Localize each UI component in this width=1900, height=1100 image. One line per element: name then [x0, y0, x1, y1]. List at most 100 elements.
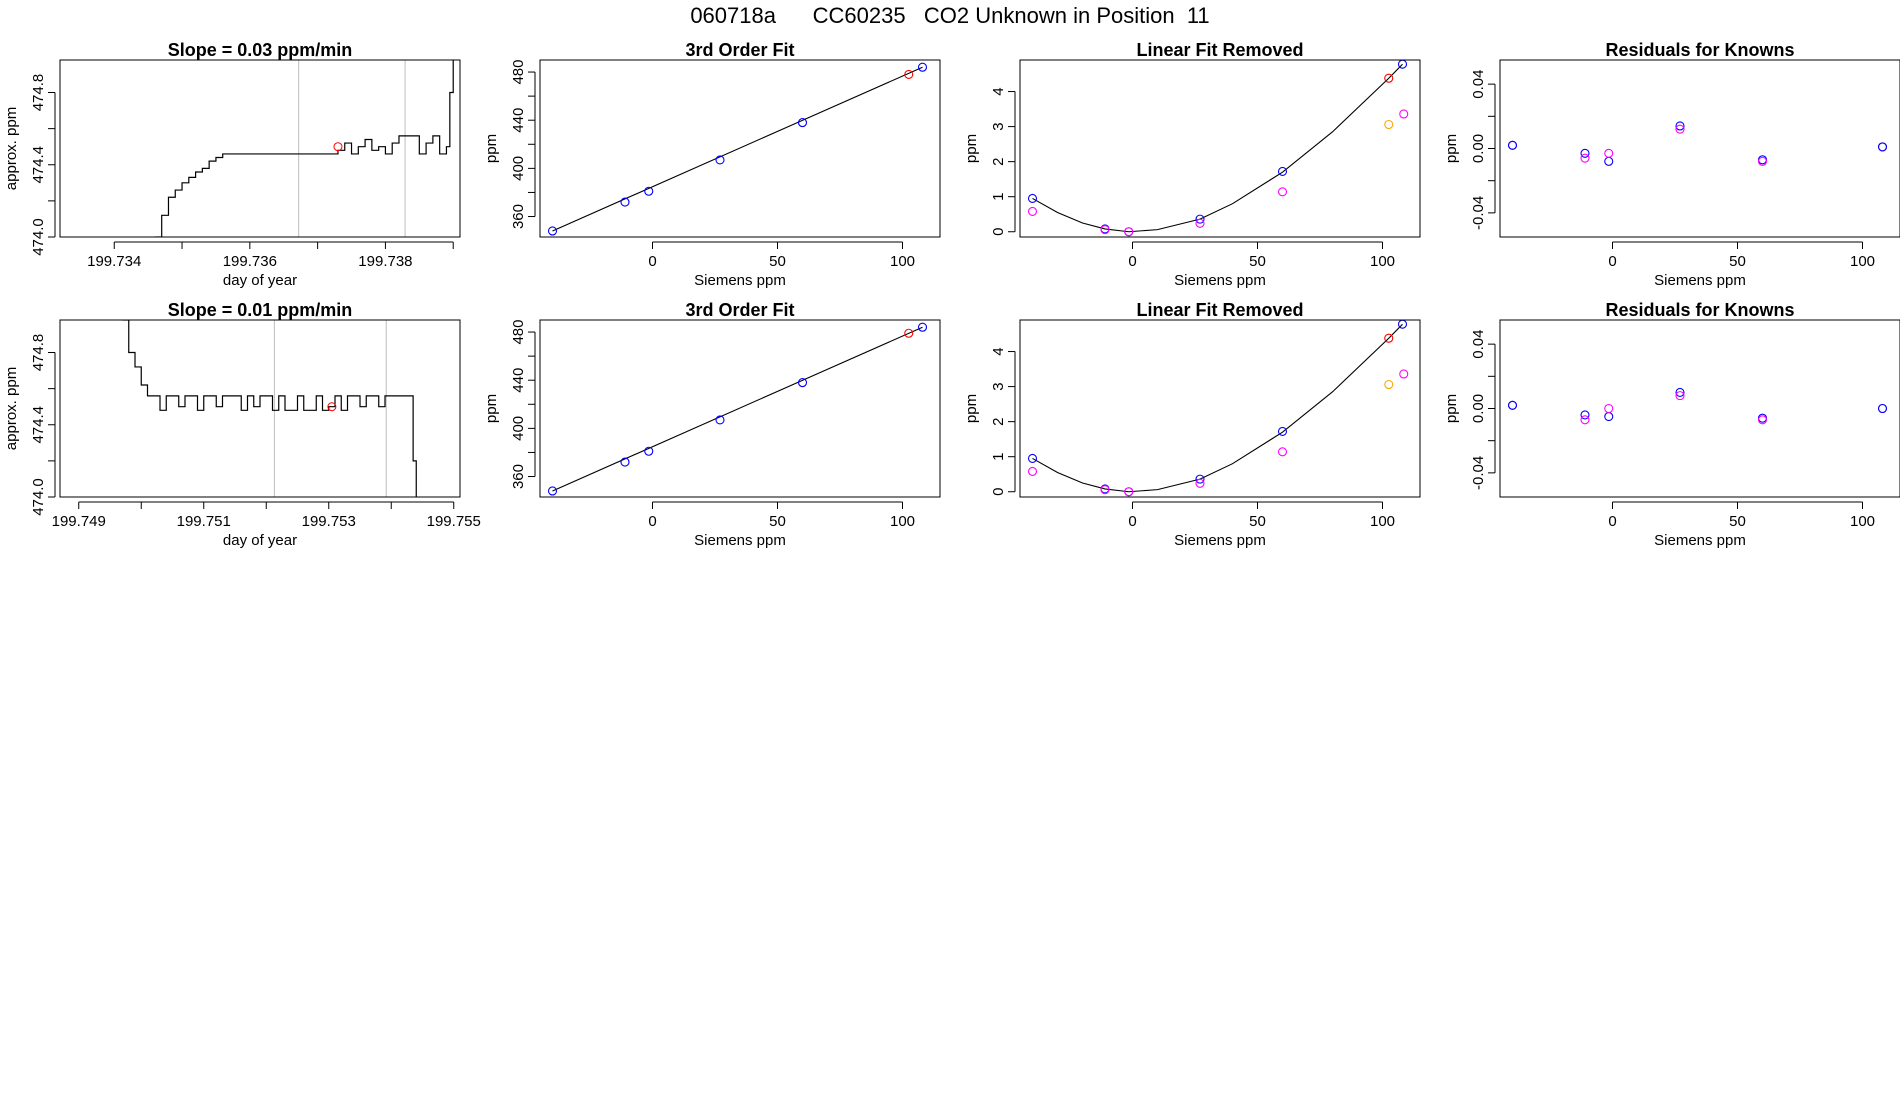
y-tick-label: 2	[990, 417, 1007, 425]
data-point	[1027, 453, 1038, 463]
data-point	[797, 118, 808, 128]
x-axis-label: day of year	[223, 532, 297, 549]
data-point	[1580, 148, 1590, 158]
panel-row1-col3: Linear Fit Removed 0 50 100 Siemens ppm 0 1 2 3 4…	[963, 40, 1421, 289]
panel-row2-col1: Slope = 0.01 ppm/min 199.749 199.751 199.75…	[3, 300, 481, 549]
y-tick-label: 1	[990, 193, 1007, 201]
x-tick-label: 100	[890, 253, 915, 270]
panel-title: Linear Fit Removed	[1136, 40, 1303, 60]
fit-curve	[1032, 323, 1403, 493]
plot-area	[1027, 60, 1409, 237]
highlight-point	[333, 142, 343, 152]
x-tick-label: 0	[648, 513, 656, 530]
y-tick-label: 474.0	[30, 478, 47, 516]
y-axis-label: ppm	[963, 394, 980, 423]
x-tick-label: 100	[890, 513, 915, 530]
x-axis-label: Siemens ppm	[1174, 532, 1266, 549]
x-tick-label: 0	[648, 253, 656, 270]
y-tick-label: 0.04	[1470, 330, 1487, 359]
y-axis-label: ppm	[483, 394, 500, 423]
data-point	[1384, 333, 1394, 343]
data-point	[547, 486, 558, 496]
data-point	[1580, 415, 1590, 425]
plot-frame	[1019, 319, 1421, 498]
data-point	[1507, 400, 1518, 410]
panel-row2-col3: Linear Fit Removed 0 50 100 Siemens ppm 0 1 2 3 4…	[963, 300, 1421, 549]
plot-area	[154, 60, 454, 237]
x-tick-label: 199.751	[177, 513, 231, 530]
y-tick-label: 1	[990, 453, 1007, 461]
panel-title: Residuals for Knowns	[1605, 40, 1794, 60]
data-point	[1604, 148, 1614, 158]
x-tick-label: 50	[1729, 513, 1746, 530]
panel-row1-col2: 3rd Order Fit 0 50 100 Siemens ppm 360 400 440 4…	[483, 40, 941, 289]
plot-area	[1507, 387, 1888, 425]
x-tick-label: 199.734	[87, 253, 141, 270]
plot-area	[547, 62, 928, 236]
data-point	[1027, 193, 1038, 203]
x-tick-label: 199.753	[302, 513, 356, 530]
data-point	[1384, 379, 1394, 390]
x-axis-label: Siemens ppm	[1174, 272, 1266, 289]
data-point	[1195, 478, 1205, 488]
x-axis-label: Siemens ppm	[1654, 532, 1746, 549]
panel-title: Slope = 0.01 ppm/min	[168, 300, 353, 320]
data-point	[1100, 225, 1110, 235]
data-point	[620, 457, 630, 467]
plot-area	[1507, 121, 1888, 166]
y-tick-label: 480	[510, 60, 527, 85]
fit-curve	[1032, 63, 1403, 233]
x-tick-label: 199.738	[358, 253, 412, 270]
data-point	[1580, 153, 1590, 163]
y-tick-label: 400	[510, 156, 527, 181]
data-point	[715, 415, 725, 425]
data-point	[1384, 119, 1394, 130]
y-axis-label: approx. ppm	[3, 107, 20, 190]
plot-frame	[59, 59, 461, 238]
data-point	[715, 155, 725, 165]
data-point	[917, 62, 928, 72]
data-point	[1580, 410, 1590, 420]
data-point	[917, 322, 928, 332]
y-tick-label: 0.04	[1470, 70, 1487, 99]
data-point	[547, 226, 558, 236]
y-axis-label: ppm	[483, 134, 500, 163]
page-title: 060718a CC60235 CO2 Unknown in Position …	[690, 3, 1210, 28]
y-tick-label: 360	[510, 464, 527, 489]
y-tick-label: 474.4	[30, 406, 47, 444]
series-line	[122, 320, 417, 497]
data-point	[1277, 426, 1288, 437]
data-point	[1604, 411, 1614, 422]
y-tick-label: 474.0	[30, 218, 47, 256]
x-tick-label: 100	[1850, 513, 1875, 530]
x-tick-label: 100	[1850, 253, 1875, 270]
data-point	[1675, 124, 1685, 134]
x-tick-label: 100	[1370, 513, 1395, 530]
x-axis-label: Siemens ppm	[694, 532, 786, 549]
y-tick-label: 3	[990, 382, 1007, 390]
y-tick-label: 4	[990, 87, 1007, 95]
x-axis-label: day of year	[223, 272, 297, 289]
y-tick-label: 360	[510, 204, 527, 229]
y-tick-label: 0	[990, 488, 1007, 496]
data-point	[1757, 156, 1768, 166]
data-point	[1675, 391, 1685, 401]
y-tick-label: 0.00	[1470, 134, 1487, 163]
y-tick-label: 2	[990, 157, 1007, 165]
panel-title: 3rd Order Fit	[685, 40, 794, 60]
panel-row1-col4: Residuals for Knowns 0 50 100 Siemens ppm -0.…	[1443, 40, 1900, 289]
plot-area	[1027, 320, 1409, 497]
x-tick-label: 0	[1608, 513, 1616, 530]
data-point	[644, 446, 654, 456]
plot-area	[547, 322, 928, 496]
x-tick-label: 199.755	[427, 513, 481, 530]
y-tick-label: 440	[510, 108, 527, 133]
x-axis-label: Siemens ppm	[1654, 272, 1746, 289]
x-tick-label: 50	[1249, 253, 1266, 270]
x-tick-label: 0	[1128, 513, 1136, 530]
x-tick-label: 0	[1608, 253, 1616, 270]
plot-frame	[59, 319, 461, 498]
plot-frame	[539, 59, 941, 238]
x-tick-label: 199.749	[52, 513, 106, 530]
